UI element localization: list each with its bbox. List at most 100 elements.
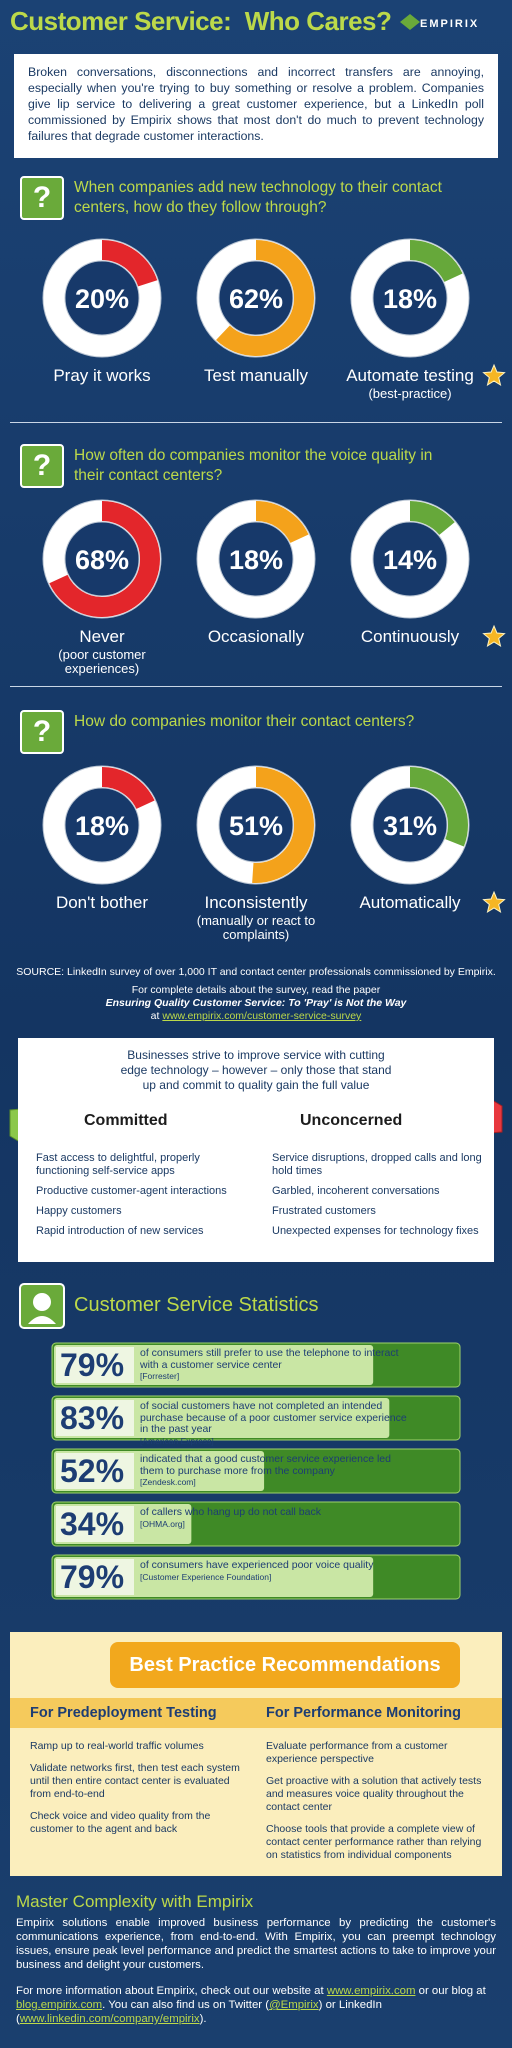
list-item: Choose tools that provide a complete vie… [266, 1823, 482, 1861]
list-item: Service disruptions, dropped calls and l… [272, 1152, 482, 1177]
donut-arc [44, 240, 160, 356]
item-sublabel: (manually or react to complaints) [196, 913, 316, 942]
list-item: Check voice and video quality from the c… [30, 1810, 211, 1835]
text: or our blog at [415, 1985, 486, 1997]
best-practice-header [10, 1698, 502, 1728]
stat-source: [OHMA.org] [140, 1518, 185, 1529]
comparison-box [18, 1038, 494, 1262]
divider [10, 686, 502, 687]
donut-label: 31% [383, 811, 437, 841]
text: For more information about Empirix, chec… [16, 1985, 327, 1997]
item-label: Automatically [359, 893, 461, 912]
stat-description: of social customers have not completed a… [140, 1400, 407, 1435]
unconcerned-title: Unconcerned [300, 1112, 403, 1129]
list-item: Validate networks first, then test each … [30, 1762, 240, 1800]
stat-source: [Forrester] [140, 1371, 180, 1381]
stat-percent: 79% [60, 1559, 125, 1595]
list-item: Evaluate performance from a customer exp… [266, 1740, 448, 1765]
item-label: Continuously [360, 627, 460, 646]
question-icon: ? [20, 176, 64, 220]
stat-pct-bg [56, 1400, 134, 1436]
stat-source: [American Express] [140, 1435, 214, 1446]
stat-percent: 83% [60, 1400, 125, 1436]
stat-pct-bg [56, 1347, 134, 1383]
stats-icon-head [33, 1293, 51, 1311]
list-item: Productive customer-agent interactions [36, 1185, 227, 1197]
stat-row: 79% of consumers have experienced poor vo… [52, 1555, 460, 1599]
question: When companies add new technology to the… [74, 179, 442, 216]
unconcerned-list: Service disruptions, dropped calls and l… [272, 1152, 492, 1245]
question: How do companies monitor their contact c… [74, 713, 415, 730]
question-icon: ? [20, 710, 64, 754]
question: How often do companies monitor the voice… [74, 447, 433, 484]
donut-center [64, 260, 140, 336]
stat-description: indicated that a good customer service e… [140, 1453, 391, 1477]
donut-arc [198, 767, 314, 883]
stat-pct-bg [56, 1506, 134, 1542]
donut-center [64, 521, 140, 597]
logo: EMPIRIX [420, 18, 480, 30]
donut-arc [44, 767, 160, 883]
column-title: For Performance Monitoring [266, 1705, 461, 1721]
best-practice-list: Evaluate performance from a customer exp… [266, 1740, 486, 1871]
donut-center [372, 521, 448, 597]
item-label: Never [79, 627, 125, 646]
list-item: Fast access to delightful, properly func… [36, 1152, 200, 1177]
donut-label: 51% [229, 811, 283, 841]
stat-description: of callers who hang up do not call back [140, 1506, 321, 1518]
donut-arc [44, 501, 160, 617]
link[interactable]: @Empirix [269, 1999, 319, 2011]
donut-center [372, 260, 448, 336]
item-label: Inconsistently [204, 893, 308, 912]
stat-source: [Customer Experience Foundation] [140, 1571, 272, 1582]
source-link-line: at www.empirix.com/customer-service-surv… [10, 1010, 502, 1023]
best-practice-list: Ramp up to real-world traffic volumes Val… [30, 1740, 250, 1845]
link[interactable]: www.empirix.com [326, 1985, 416, 1997]
best-practice-title: Best Practice Recommendations [110, 1642, 460, 1688]
donut-center [218, 521, 294, 597]
item-label: Test manually [204, 366, 308, 385]
stat-text: of social customers have not completed a… [140, 1400, 410, 1447]
donut-arc [352, 240, 468, 356]
stat-pct-bg [56, 1453, 134, 1489]
star [482, 624, 506, 647]
item-sublabel: (best-practice) [368, 386, 452, 401]
footer-title: Master Complexity with Empirix [16, 1892, 254, 1911]
stat-percent: 79% [60, 1347, 125, 1383]
stat-text: of callers who hang up do not call back[… [140, 1506, 410, 1530]
stat-row: 34% of callers who hang up do not call ba… [52, 1502, 460, 1546]
donut-center [64, 787, 140, 863]
stat-text: of consumers still prefer to use the tel… [140, 1347, 410, 1383]
item-label: Don't bother [55, 893, 149, 912]
list-item: Rapid introduction of new services [36, 1225, 204, 1237]
stat-percent: 52% [60, 1453, 125, 1489]
donut-label: 18% [383, 284, 437, 314]
source-link[interactable]: www.empirix.com/customer-service-survey [162, 1010, 362, 1022]
text: ). [199, 2013, 207, 2025]
stat-row: 52% indicated that a good customer servic… [52, 1449, 460, 1493]
list-item: Ramp up to real-world traffic volumes [30, 1740, 204, 1752]
stat-text: indicated that a good customer service e… [140, 1453, 410, 1489]
stats-icon-body [28, 1316, 56, 1324]
list-item: Garbled, incoherent conversations [272, 1185, 440, 1197]
text: . You can also find us on Twitter ( [102, 1999, 270, 2011]
item-label: Occasionally [207, 627, 305, 646]
link[interactable]: www.linkedin.com/company/empirix [19, 2013, 200, 2025]
source-link-prefix: at [150, 1010, 160, 1022]
source: SOURCE: LinkedIn survey of over 1,000 IT… [16, 966, 496, 978]
stat-description: of consumers have experienced poor voice… [140, 1559, 374, 1571]
item-label: Automate testing [346, 366, 474, 385]
title: Customer Service: Who Cares? [10, 6, 392, 36]
stat-description: of consumers still prefer to use the tel… [140, 1347, 399, 1371]
source-paper: Ensuring Quality Customer Service: To 'P… [105, 997, 407, 1009]
footer-text: Empirix solutions enable improved busine… [16, 1917, 496, 1971]
question-icon: ? [20, 444, 64, 488]
column-title: For Predeployment Testing [30, 1705, 217, 1721]
link[interactable]: blog.empirix.com [16, 1999, 103, 2011]
donut-label: 14% [383, 545, 437, 575]
list-item: Get proactive with a solution that activ… [266, 1775, 482, 1813]
comparison-intro: Businesses strive to improve service wit… [120, 1048, 392, 1092]
list-item: Happy customers [36, 1205, 122, 1217]
stat-bar [54, 1398, 390, 1438]
